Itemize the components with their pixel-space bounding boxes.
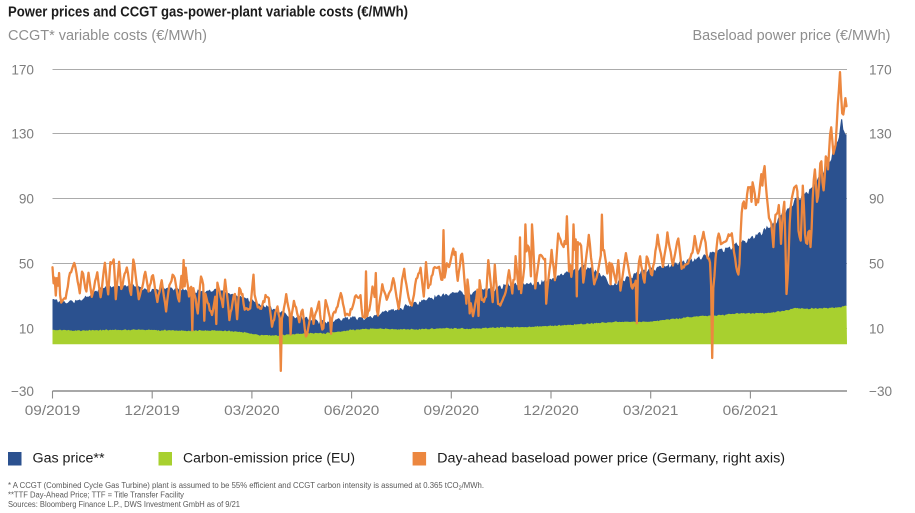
svg-text:06/2020: 06/2020 xyxy=(324,403,380,419)
svg-text:90: 90 xyxy=(869,191,885,206)
svg-text:12/2019: 12/2019 xyxy=(124,403,180,419)
svg-text:130: 130 xyxy=(11,126,34,141)
svg-text:Gas price**: Gas price** xyxy=(33,451,105,467)
svg-text:50: 50 xyxy=(19,256,35,271)
svg-text:Day-ahead baseload power price: Day-ahead baseload power price (Germany,… xyxy=(437,451,785,467)
svg-text:50: 50 xyxy=(869,256,885,271)
svg-text:Carbon-emission price (EU): Carbon-emission price (EU) xyxy=(183,451,355,467)
svg-text:Sources: Bloomberg Finance L.P: Sources: Bloomberg Finance L.P., DWS Inv… xyxy=(8,500,240,509)
svg-text:−30: −30 xyxy=(11,384,34,399)
svg-text:170: 170 xyxy=(11,62,34,77)
svg-text:Baseload power price (€/MWh): Baseload power price (€/MWh) xyxy=(693,28,891,44)
svg-text:09/2019: 09/2019 xyxy=(25,403,81,419)
svg-text:03/2021: 03/2021 xyxy=(623,403,679,419)
svg-text:* A CCGT (Combined Cycle Gas T: * A CCGT (Combined Cycle Gas Turbine) pl… xyxy=(8,481,484,492)
svg-text:09/2020: 09/2020 xyxy=(424,403,480,419)
svg-text:03/2020: 03/2020 xyxy=(224,403,280,419)
svg-text:130: 130 xyxy=(869,126,892,141)
svg-text:90: 90 xyxy=(19,191,35,206)
svg-text:170: 170 xyxy=(869,62,892,77)
svg-text:06/2021: 06/2021 xyxy=(723,403,779,419)
svg-text:12/2020: 12/2020 xyxy=(523,403,579,419)
svg-text:10: 10 xyxy=(869,321,885,336)
svg-text:CCGT* variable costs (€/MWh): CCGT* variable costs (€/MWh) xyxy=(8,28,207,44)
svg-text:Power prices and CCGT gas-powe: Power prices and CCGT gas-power-plant va… xyxy=(8,5,408,21)
svg-text:−30: −30 xyxy=(869,384,892,399)
svg-text:**TTF Day-Ahead Price; TTF = T: **TTF Day-Ahead Price; TTF = Title Trans… xyxy=(8,491,184,500)
svg-text:10: 10 xyxy=(19,321,35,336)
